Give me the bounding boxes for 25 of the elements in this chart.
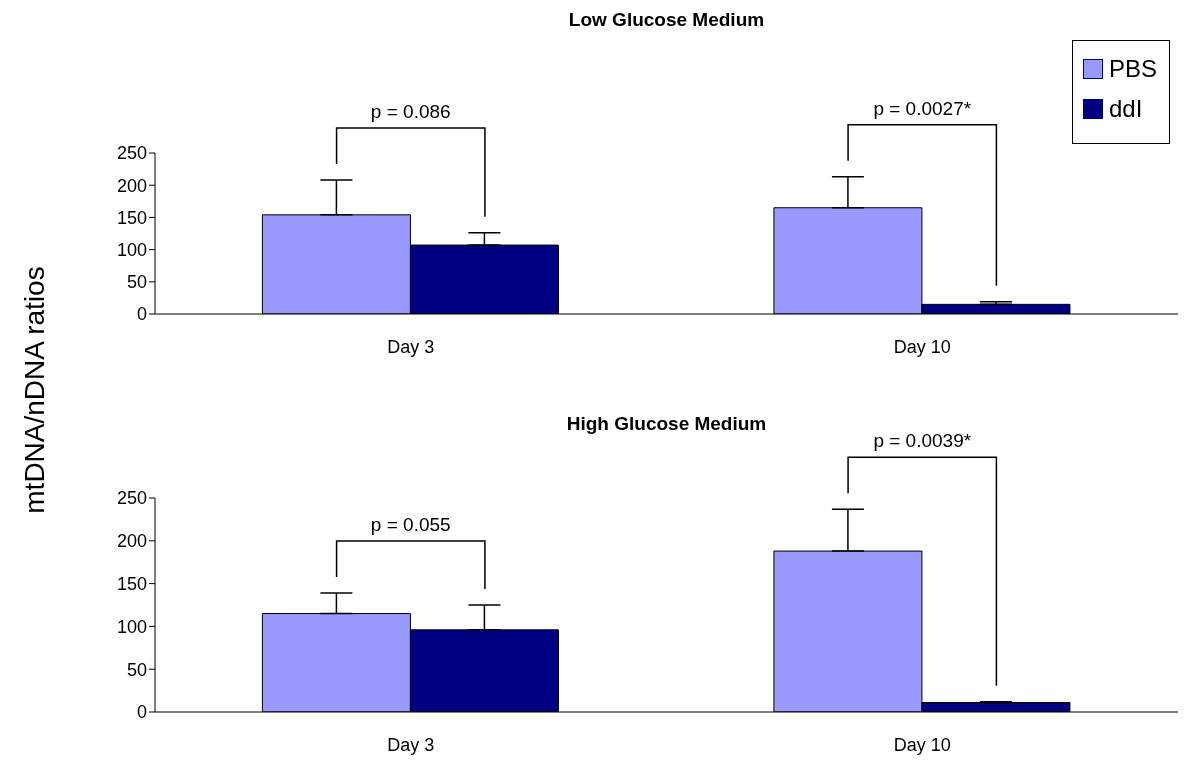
text: p = 0.086 [370, 101, 451, 123]
y-tick-label: 50 [126, 659, 147, 680]
chart-title: High Glucose Medium [566, 413, 767, 435]
legend-label: ddI [1108, 95, 1143, 123]
y-tick-label: 200 [116, 175, 147, 196]
y-tick-label: 100 [116, 616, 147, 637]
text: p = 0.0027* [873, 97, 972, 119]
annotation: p = 0.055 [370, 514, 451, 536]
y-tick-label: 150 [116, 207, 147, 228]
x-tick-label: Day 10 [893, 734, 951, 755]
y-tick-label: 150 [116, 573, 147, 594]
y-tick-label: 0 [136, 304, 147, 325]
y-tick-label: 250 [116, 143, 147, 164]
y-axis-title: mtDNA/nDNA ratios [19, 266, 51, 514]
legend-label: PBS [1108, 55, 1157, 83]
chart-title: Low Glucose Medium [568, 9, 765, 31]
y-tick-label: 0 [136, 702, 147, 723]
x-tick-label: Day 3 [387, 734, 435, 755]
y-tick-label: 50 [126, 272, 147, 293]
y-tick-label: 250 [116, 488, 147, 509]
text: p = 0.0039* [873, 430, 972, 452]
y-tick-label: 100 [116, 239, 147, 260]
x-tick-label: Day 10 [893, 336, 951, 357]
x-tick-label: Day 3 [387, 336, 435, 357]
y-tick-label: 200 [116, 531, 147, 552]
